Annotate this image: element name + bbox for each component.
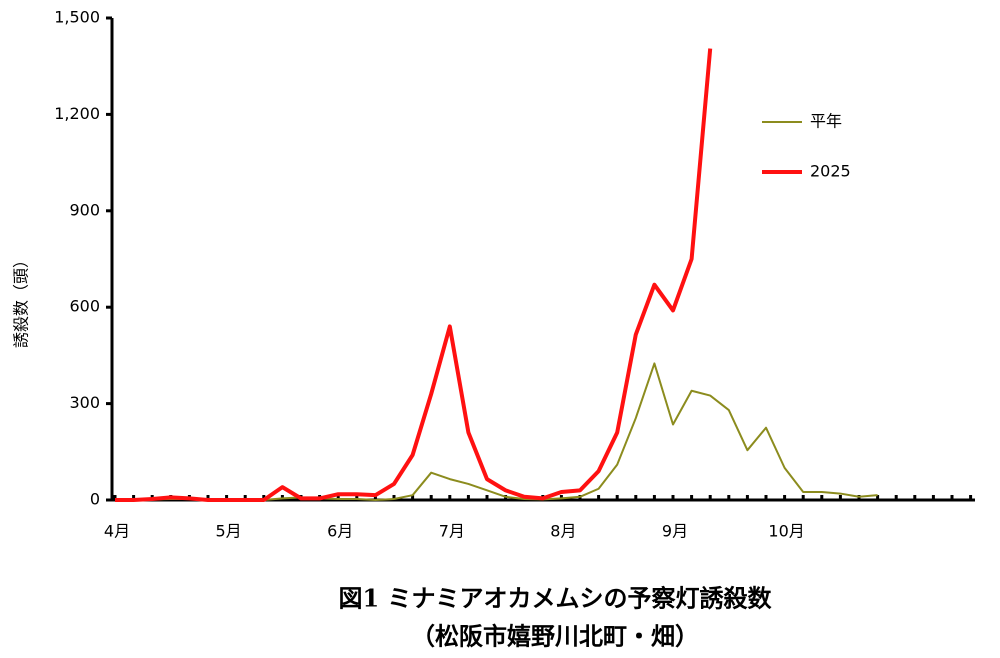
- series-line: [115, 48, 713, 502]
- x-tick-label: 9月: [662, 522, 688, 541]
- x-tick-label: 10月: [768, 522, 804, 541]
- y-tick-label: 300: [69, 393, 100, 412]
- y-axis-title: 誘殺数（頭）: [12, 252, 31, 348]
- chart-title: 図1 ミナミアオカメムシの予察灯誘殺数: [338, 584, 772, 613]
- legend-label: 2025: [810, 162, 851, 181]
- y-tick-label: 0: [90, 490, 100, 509]
- x-tick-label: 6月: [327, 522, 353, 541]
- x-tick-label: 8月: [550, 522, 576, 541]
- x-tick-label: 4月: [104, 522, 130, 541]
- legend-label: 平年: [810, 112, 842, 131]
- y-tick-label: 1,200: [54, 104, 100, 123]
- y-tick-label: 1,500: [54, 8, 100, 27]
- y-tick-label: 600: [69, 297, 100, 316]
- chart-subtitle: （松阪市嬉野川北町・畑）: [411, 622, 699, 651]
- series-line: [115, 362, 878, 501]
- x-tick-label: 5月: [216, 522, 242, 541]
- y-tick-label: 900: [69, 200, 100, 219]
- x-tick-label: 7月: [439, 522, 465, 541]
